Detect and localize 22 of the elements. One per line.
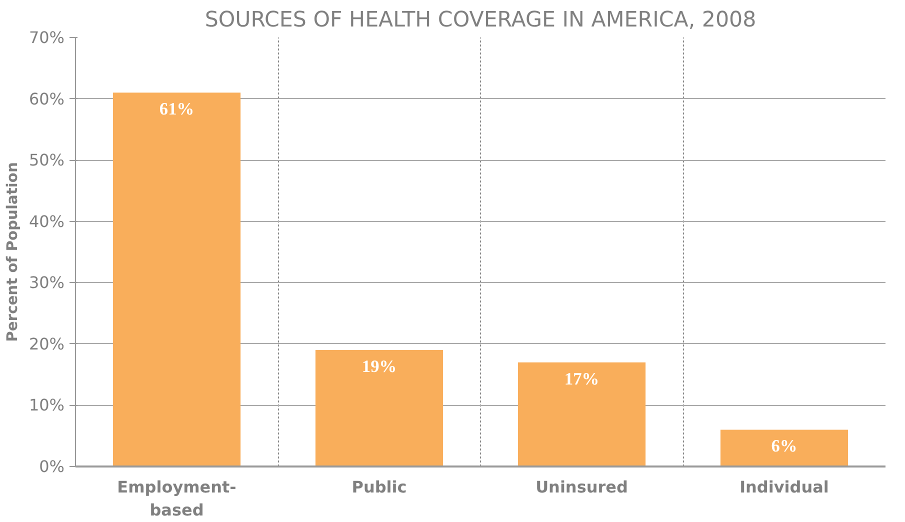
bar bbox=[720, 430, 848, 466]
bar bbox=[112, 92, 241, 466]
y-tick-label: 50% bbox=[28, 150, 64, 170]
y-tick-label: 20% bbox=[28, 334, 64, 354]
y-tick-label: 60% bbox=[28, 89, 64, 108]
bar bbox=[518, 362, 646, 466]
data-label: 17% bbox=[564, 369, 600, 388]
y-tick-label: 40% bbox=[28, 212, 64, 231]
bar bbox=[315, 350, 444, 466]
chart-title: SOURCES OF HEALTH COVERAGE IN AMERICA, 2008 bbox=[204, 8, 756, 32]
data-label: 61% bbox=[159, 100, 194, 119]
x-tick-label: Employment- based bbox=[117, 478, 236, 520]
x-tick-label: Public bbox=[352, 478, 407, 496]
data-label: 19% bbox=[362, 357, 397, 376]
y-tick-label: 10% bbox=[28, 396, 64, 415]
y-tick-label: 70% bbox=[28, 28, 64, 47]
y-axis-title: Percent of Population bbox=[4, 162, 21, 342]
y-tick-label: 30% bbox=[28, 273, 64, 292]
y-tick-label: 0% bbox=[39, 457, 65, 476]
x-tick-label: Uninsured bbox=[536, 478, 628, 496]
data-label: 6% bbox=[771, 436, 798, 456]
x-tick-label: Individual bbox=[740, 478, 829, 496]
